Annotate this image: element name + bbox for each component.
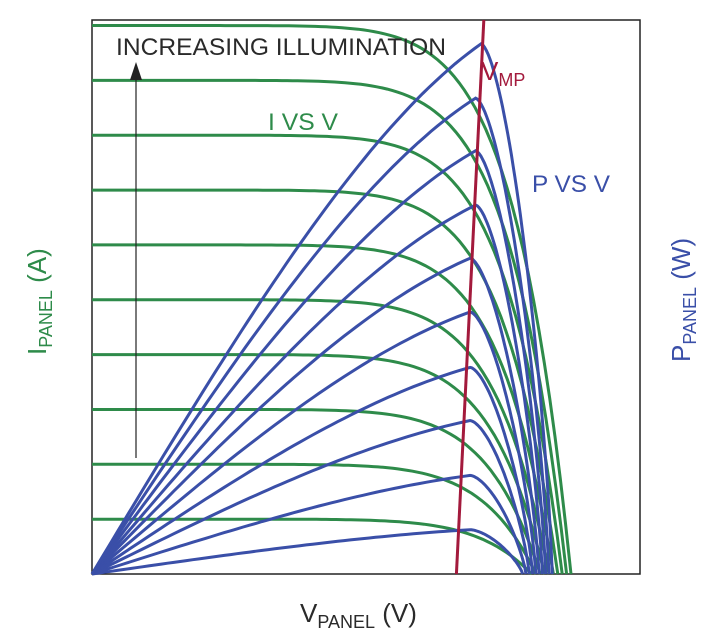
pv-curve-5 [91,310,538,576]
vmp-label-sub: MP [498,70,525,90]
y-axis-label-left-unit: (A) [22,248,52,290]
iv-curve-10 [92,24,573,575]
x-axis-label-sub: PANEL [317,612,375,632]
pv-curve-2 [91,473,528,576]
y-axis-label-left: IPANEL (A) [22,248,56,355]
x-axis-label-main: V [300,598,318,628]
vmp-label-main: V [481,56,499,86]
pv-curve-7 [90,203,544,575]
pv-curve-8 [90,148,548,575]
illumination-label: INCREASING ILLUMINATION [116,34,446,61]
iv-curve-3 [92,408,542,575]
vmp-label: VMP [481,56,525,90]
iv-label: I VS V [268,109,338,136]
y-axis-label-left-main: I [22,348,52,355]
x-axis-label-unit: (V) [375,598,417,628]
pv-curve-10 [90,41,554,575]
y-axis-label-right-sub: PANEL [680,287,700,345]
y-axis-label-left-sub: PANEL [36,290,56,348]
iv-curve-8 [92,133,564,575]
vmp-line [454,19,486,575]
illumination-arrow [130,62,142,458]
y-axis-label-right-main: P [666,345,696,362]
pv-curve-4 [91,365,535,576]
pv-curve-9 [90,96,551,575]
x-axis-label: VPANEL (V) [300,598,417,632]
pv-curves [90,41,554,576]
y-axis-label-right: PPANEL (W) [666,238,700,362]
pv-curve-1 [91,528,525,576]
y-axis-label-right-unit: (W) [666,238,696,287]
arrow-head [130,62,142,80]
pv-curve-3 [91,418,531,576]
iv-curve-5 [92,298,551,575]
pv-curve-6 [90,256,541,576]
pv-label: P VS V [532,171,610,198]
iv-curve-9 [92,78,569,575]
